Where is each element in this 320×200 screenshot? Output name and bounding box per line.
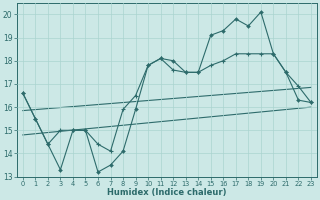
X-axis label: Humidex (Indice chaleur): Humidex (Indice chaleur) (107, 188, 227, 197)
